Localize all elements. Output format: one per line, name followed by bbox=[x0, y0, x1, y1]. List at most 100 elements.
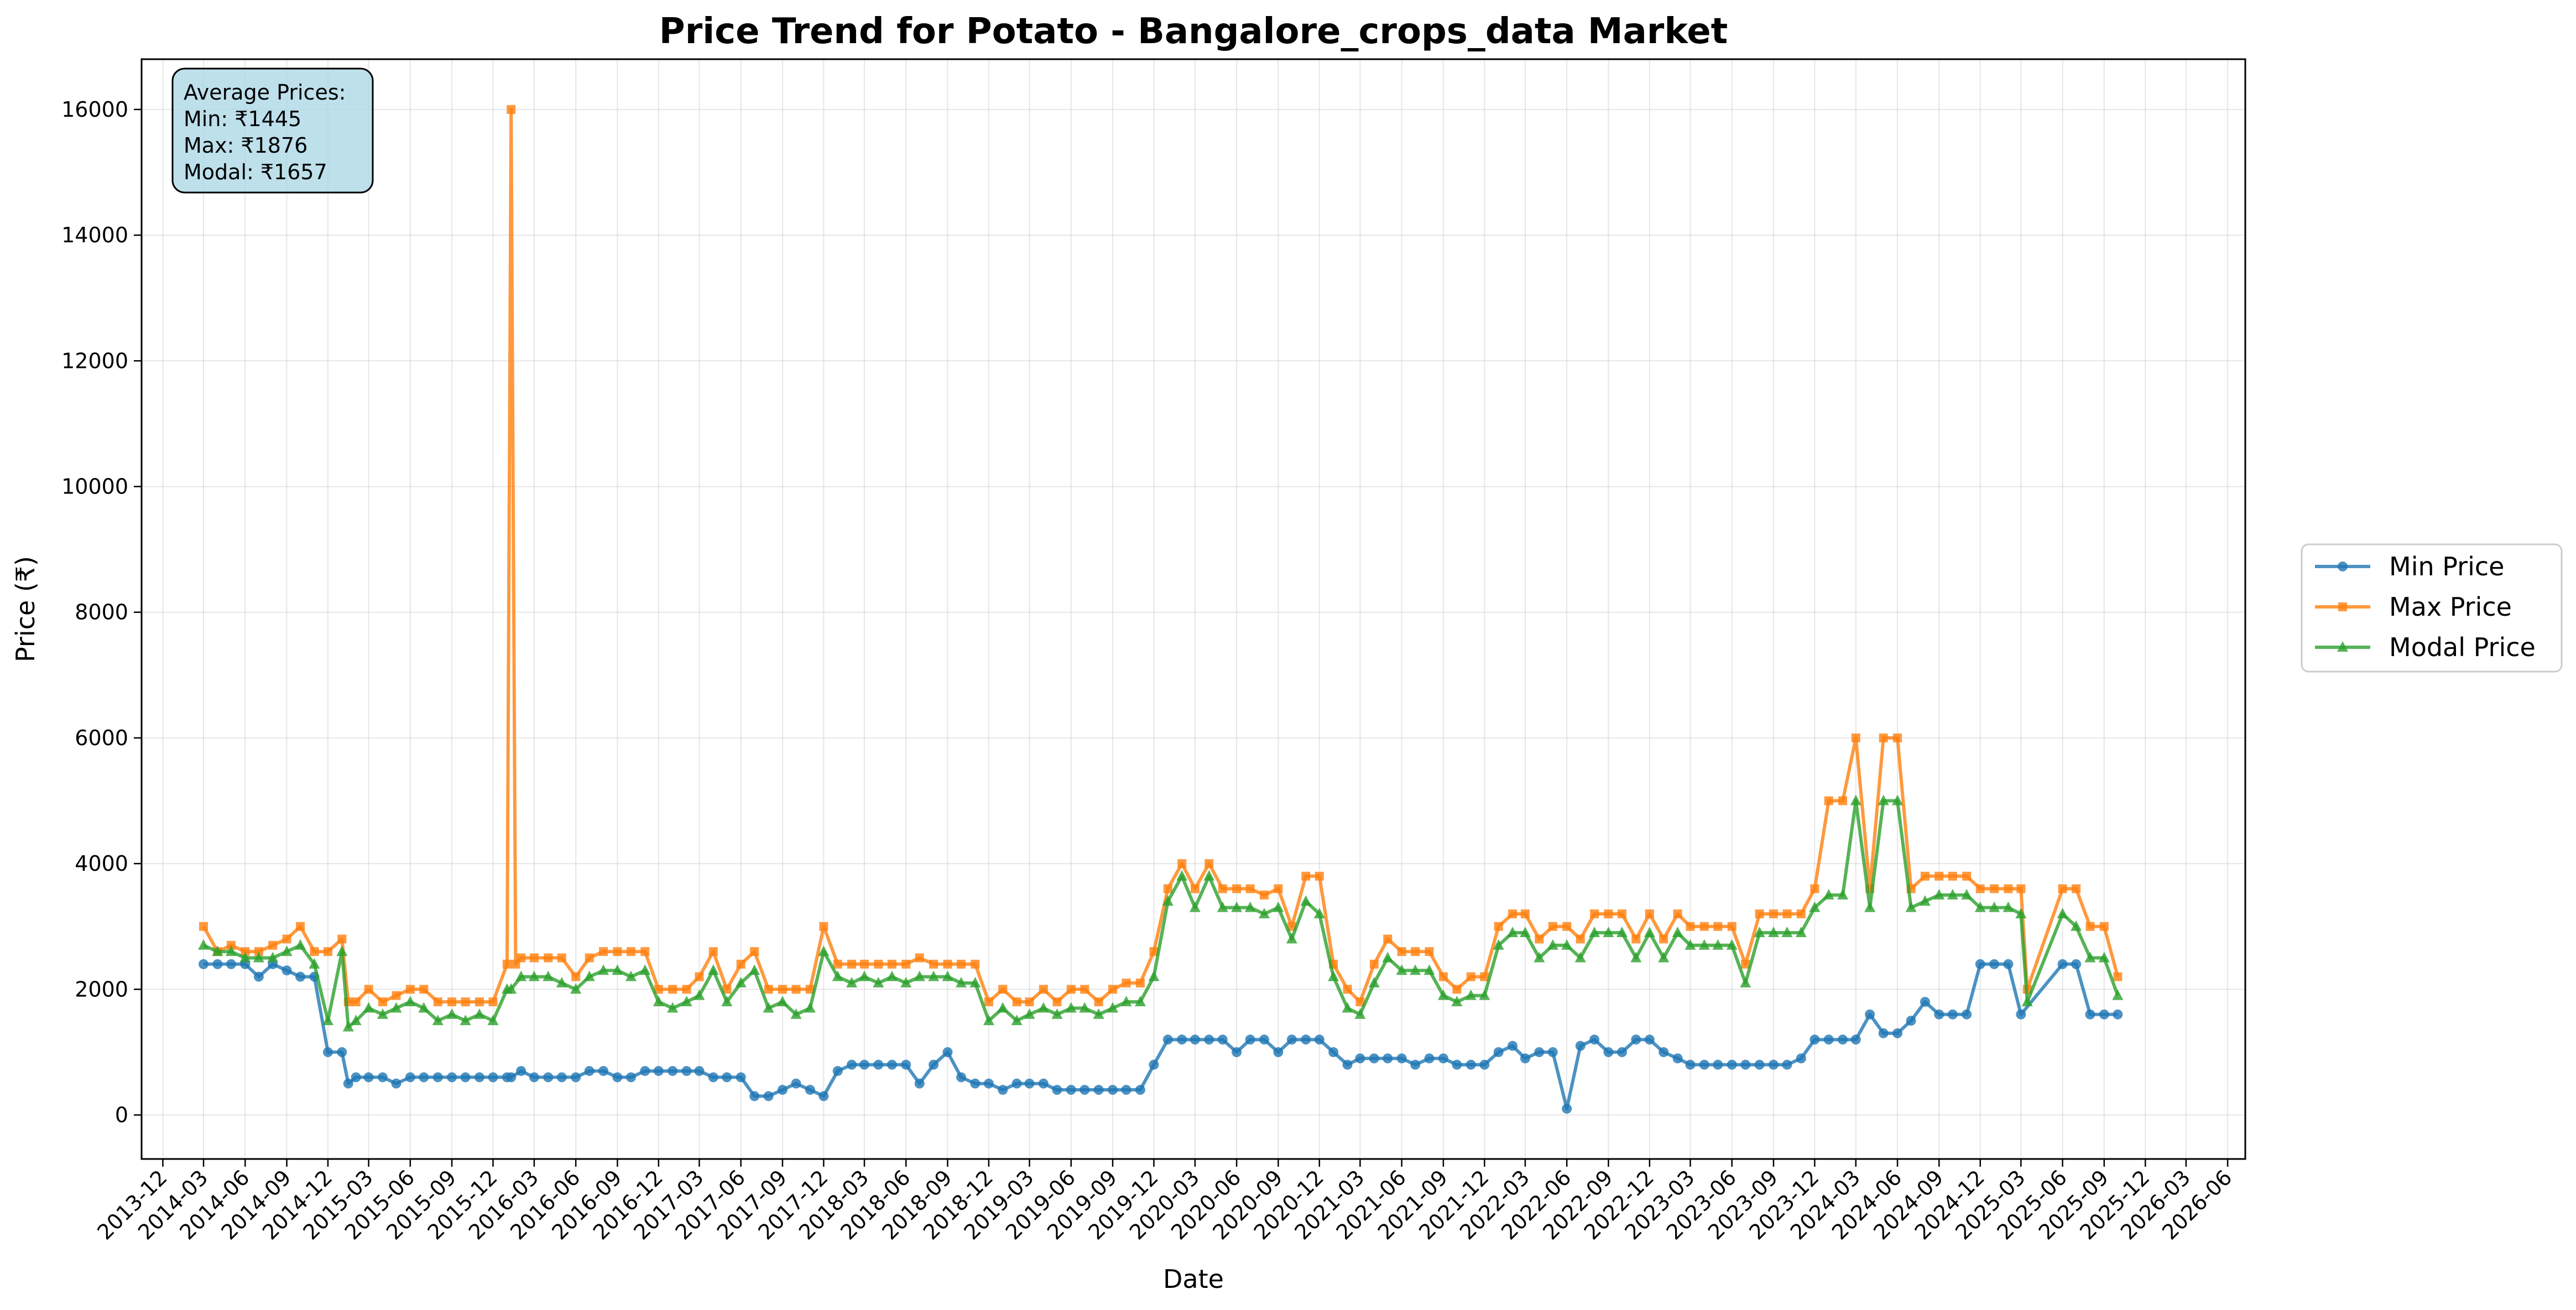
data-point bbox=[764, 985, 773, 994]
data-point bbox=[1190, 884, 1200, 893]
data-point bbox=[791, 985, 801, 994]
data-point bbox=[404, 996, 416, 1006]
data-point bbox=[1396, 964, 1407, 975]
data-point bbox=[1079, 1002, 1091, 1013]
data-point bbox=[1644, 927, 1655, 938]
data-point bbox=[1796, 1053, 1806, 1064]
data-point bbox=[433, 997, 442, 1006]
data-point bbox=[342, 1021, 354, 1032]
data-point bbox=[956, 976, 967, 987]
data-point bbox=[790, 1008, 802, 1019]
data-point bbox=[1135, 978, 1145, 987]
data-point bbox=[529, 1072, 539, 1083]
data-point bbox=[1108, 985, 1118, 994]
data-point bbox=[1975, 959, 1985, 969]
annotation-background bbox=[171, 67, 374, 194]
data-point bbox=[1990, 884, 1999, 893]
data-point bbox=[1604, 909, 1613, 918]
data-point bbox=[1562, 922, 1572, 931]
data-point bbox=[819, 922, 828, 931]
data-point bbox=[1616, 927, 1628, 938]
data-point bbox=[226, 959, 236, 969]
data-point bbox=[1962, 871, 1972, 881]
data-point bbox=[1659, 1047, 1669, 1057]
data-point bbox=[543, 1072, 554, 1083]
data-point bbox=[886, 970, 898, 981]
data-point bbox=[1838, 1035, 1848, 1045]
data-point bbox=[391, 1078, 401, 1089]
legend-item-modal-price: Modal Price bbox=[2315, 632, 2536, 662]
data-point bbox=[693, 989, 705, 1000]
data-point bbox=[1905, 901, 1917, 912]
data-point bbox=[997, 1002, 1009, 1013]
data-point bbox=[337, 1047, 347, 1057]
data-point bbox=[1934, 871, 1944, 881]
data-point bbox=[1273, 901, 1284, 912]
data-point bbox=[984, 997, 993, 1006]
y-tick-label: 14000 bbox=[61, 223, 128, 247]
data-point bbox=[212, 945, 223, 956]
data-point bbox=[2057, 907, 2068, 918]
data-point bbox=[626, 947, 635, 956]
data-point bbox=[419, 1072, 429, 1083]
data-point bbox=[570, 983, 582, 994]
data-point bbox=[2099, 922, 2109, 931]
chart-title: Price Trend for Potato - Bangalore_crops… bbox=[659, 11, 1728, 52]
data-point bbox=[1508, 909, 1518, 918]
data-point bbox=[460, 1015, 471, 1026]
data-point bbox=[613, 947, 622, 956]
data-point bbox=[1355, 997, 1365, 1006]
data-point bbox=[1039, 985, 1048, 994]
data-point bbox=[1038, 1078, 1049, 1089]
data-point bbox=[708, 1072, 718, 1083]
data-point bbox=[1740, 976, 1751, 987]
data-point bbox=[460, 1072, 471, 1083]
data-point bbox=[943, 959, 952, 969]
data-point bbox=[1576, 934, 1585, 944]
data-point bbox=[1933, 888, 1945, 900]
data-point bbox=[1494, 922, 1503, 931]
data-point bbox=[1122, 978, 1131, 987]
data-point bbox=[887, 1059, 897, 1070]
data-point bbox=[1301, 871, 1311, 881]
legend-frame bbox=[2301, 543, 2563, 673]
data-point bbox=[405, 1072, 415, 1083]
data-point bbox=[1878, 1028, 1889, 1038]
data-point bbox=[1892, 794, 1904, 805]
data-point bbox=[640, 947, 650, 956]
data-point bbox=[858, 970, 870, 981]
data-point bbox=[282, 934, 291, 944]
data-point bbox=[585, 953, 594, 963]
data-point bbox=[1644, 1035, 1655, 1045]
data-point bbox=[1189, 901, 1201, 912]
data-point bbox=[859, 1059, 869, 1070]
data-point bbox=[446, 1008, 458, 1019]
data-point bbox=[1989, 901, 2000, 912]
data-point bbox=[1232, 884, 1242, 893]
data-point bbox=[1396, 1053, 1407, 1064]
data-point bbox=[1864, 901, 1876, 912]
data-point bbox=[1382, 952, 1394, 963]
data-point bbox=[1534, 952, 1545, 963]
data-point bbox=[1217, 1035, 1228, 1045]
data-point bbox=[1411, 947, 1420, 956]
data-point bbox=[295, 939, 306, 950]
data-point bbox=[323, 947, 332, 956]
data-point bbox=[721, 996, 733, 1006]
data-point bbox=[694, 1065, 705, 1076]
data-point bbox=[1218, 884, 1227, 893]
data-point bbox=[2085, 1009, 2095, 1020]
data-point bbox=[1466, 1059, 1476, 1070]
data-point bbox=[1878, 794, 1889, 805]
data-point bbox=[1741, 959, 1750, 969]
data-point bbox=[1080, 1085, 1090, 1095]
data-point bbox=[1589, 1035, 1600, 1045]
data-point bbox=[1616, 1047, 1627, 1057]
series-max-price bbox=[199, 105, 2123, 1006]
data-point bbox=[1658, 952, 1670, 963]
data-point bbox=[1727, 922, 1737, 931]
data-point bbox=[505, 983, 517, 994]
data-point bbox=[2057, 959, 2068, 969]
data-point bbox=[343, 1078, 353, 1089]
data-point bbox=[777, 1085, 788, 1095]
